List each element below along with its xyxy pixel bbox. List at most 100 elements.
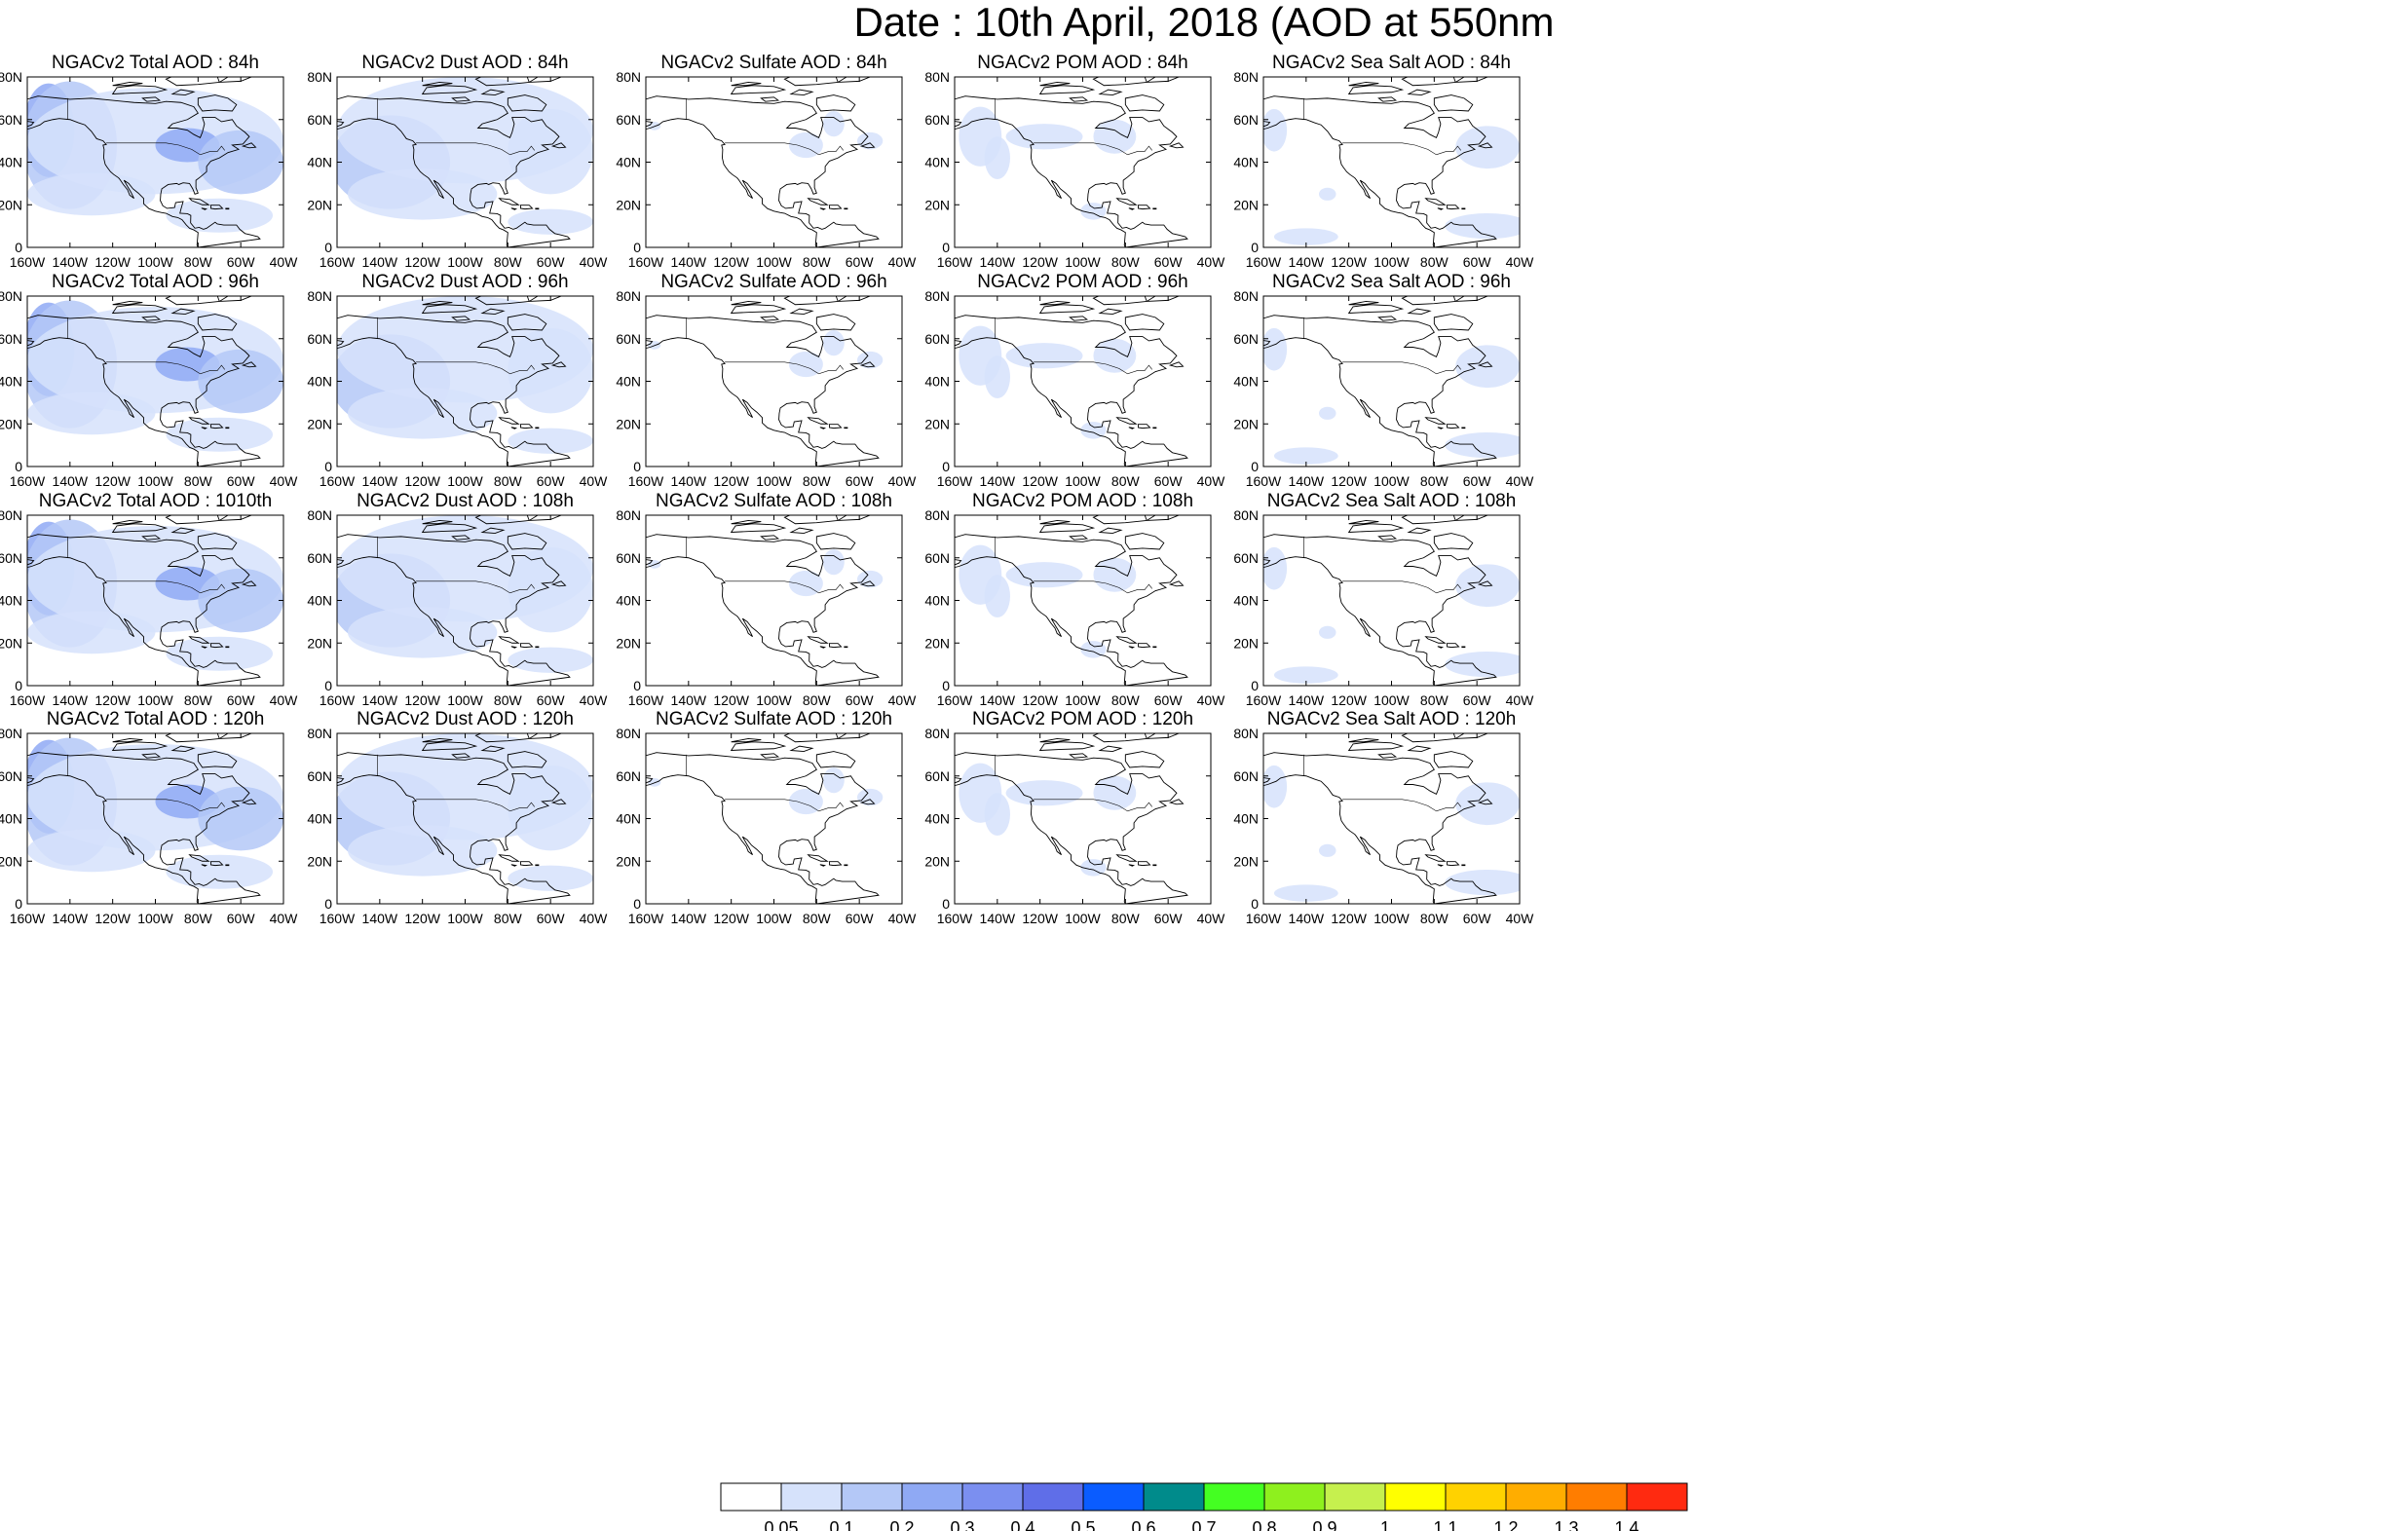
x-tick-label: 140W [980,911,1016,926]
x-tick-label: 100W [137,254,173,270]
aod-shading-region [508,765,593,851]
x-tick-label: 60W [1463,473,1492,489]
y-tick-label: 80N [0,507,22,523]
colorbar-swatch [1082,1482,1145,1512]
x-tick-label: 160W [937,911,973,926]
map-panel: NGACv2 Sulfate AOD : 120h 160W 140W 120W 100… [616,709,917,926]
aod-shading-region [1273,228,1338,245]
x-tick-label: 140W [362,911,398,926]
x-tick-label: 40W [888,692,918,708]
x-tick-label: 160W [1246,692,1282,708]
panel-title: NGACv2 Sulfate AOD : 96h [660,272,886,292]
x-tick-label: 140W [671,473,707,489]
aod-shading-region [1445,432,1520,459]
figure-title: Date : 10th April, 2018 (AOD at 550nm [853,0,1555,45]
aod-shading-region [856,570,884,588]
panel-title: NGACv2 POM AOD : 120h [972,709,1193,729]
x-tick-label: 40W [270,911,299,926]
aod-shading-region [1273,884,1338,902]
x-tick-label: 100W [1373,473,1410,489]
x-tick-label: 120W [404,911,440,926]
map-panel: NGACv2 Sea Salt AOD : 84h 160W 140W 120W 100… [1233,53,1534,270]
x-tick-label: 80W [803,911,832,926]
aod-shading-region [788,131,823,159]
y-tick-label: 20N [0,197,22,212]
colorbar-label: 0.3 [950,1518,974,1531]
aod-shading-region [856,351,884,369]
y-tick-label: 40N [0,593,22,609]
aod-shading-region [1093,119,1137,154]
colorbar-label: 0.6 [1131,1518,1155,1531]
aod-shading-region [198,786,283,851]
x-tick-label: 100W [756,254,792,270]
aod-shading-region [508,428,593,454]
aod-shading-region [856,131,884,150]
x-tick-label: 100W [1065,911,1101,926]
aod-shading-region [347,607,498,658]
map-panel: NGACv2 Sea Salt AOD : 120h 160W 140W 120W 10… [1233,709,1534,926]
y-tick-label: 0 [942,459,950,474]
y-tick-label: 80N [307,507,332,523]
x-tick-label: 160W [937,254,973,270]
x-tick-label: 160W [320,911,356,926]
y-tick-label: 80N [0,288,22,304]
x-tick-label: 140W [1289,254,1325,270]
x-tick-label: 80W [1420,692,1449,708]
aod-shading-region [788,788,823,815]
panel-title: NGACv2 POM AOD : 84h [977,53,1187,73]
x-tick-label: 100W [1065,473,1101,489]
aod-shading-region [1080,641,1107,658]
y-tick-label: 20N [307,197,332,212]
aod-shading-region [1273,666,1338,684]
y-tick-label: 60N [1233,550,1259,566]
panel-title: NGACv2 Sea Salt AOD : 120h [1267,709,1517,729]
aod-shading-region [1093,557,1137,592]
y-tick-label: 20N [307,635,332,651]
y-tick-label: 20N [1233,416,1259,431]
x-tick-label: 140W [362,254,398,270]
aod-shading-region [166,854,274,889]
y-tick-label: 60N [307,112,332,128]
x-tick-label: 40W [888,254,918,270]
x-tick-label: 60W [1463,254,1492,270]
x-tick-label: 100W [447,911,483,926]
x-tick-label: 160W [10,254,46,270]
x-tick-label: 100W [447,692,483,708]
x-tick-label: 140W [980,692,1016,708]
coastline [27,296,261,467]
aod-shading-region [27,829,156,873]
x-tick-label: 160W [10,911,46,926]
map-panel: NGACv2 Dust AOD : 96h 160W 140W 120W 100W 80W… [307,272,608,489]
x-tick-label: 40W [1197,911,1226,926]
x-tick-label: 40W [1506,911,1535,926]
aod-shading-region [1005,343,1083,369]
aod-shading-region [1273,447,1338,465]
x-tick-label: 140W [980,254,1016,270]
x-tick-label: 160W [937,692,973,708]
aod-shading-region [198,568,283,633]
x-tick-label: 160W [10,692,46,708]
x-tick-label: 160W [628,911,664,926]
y-tick-label: 40N [924,811,950,827]
coastline [646,77,880,247]
aod-shading-region [508,546,593,633]
y-tick-label: 60N [616,768,641,784]
panel-title: NGACv2 POM AOD : 96h [977,272,1187,292]
y-tick-label: 40N [1233,155,1259,170]
y-tick-label: 0 [633,240,641,255]
x-tick-label: 40W [580,692,609,708]
colorbar-swatch [901,1482,963,1512]
aod-shading-region [508,647,593,673]
panel-title: NGACv2 POM AOD : 108h [972,491,1193,511]
x-tick-label: 100W [756,473,792,489]
colorbar-swatch [1384,1482,1447,1512]
y-tick-label: 40N [616,155,641,170]
colorbar-label: 1.2 [1493,1518,1518,1531]
x-tick-label: 120W [404,473,440,489]
aod-shading-region [648,777,661,787]
y-tick-label: 60N [1233,331,1259,347]
x-tick-label: 80W [184,692,213,708]
x-tick-label: 100W [447,254,483,270]
x-tick-label: 60W [537,692,566,708]
colorbar-label: 0.05 [764,1518,798,1531]
